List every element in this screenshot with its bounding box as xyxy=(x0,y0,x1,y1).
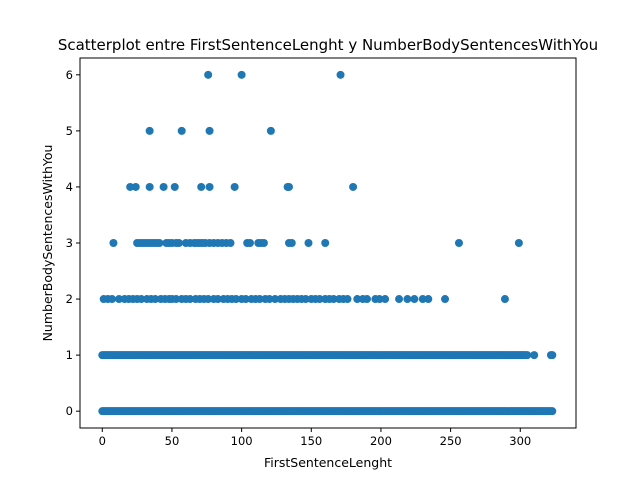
x-tick-label: 150 xyxy=(300,434,322,448)
y-tick-label: 2 xyxy=(66,292,73,306)
plot-frame xyxy=(79,57,577,429)
data-point xyxy=(454,239,463,247)
data-point xyxy=(375,295,384,304)
data-point xyxy=(174,239,183,247)
chart-title: Scatterplot entre FirstSentenceLenght y … xyxy=(58,36,598,54)
y-tick-label: 1 xyxy=(66,348,73,362)
data-point xyxy=(548,351,557,360)
data-point xyxy=(115,295,124,304)
data-point xyxy=(204,70,213,79)
data-point xyxy=(265,295,274,304)
data-point xyxy=(131,182,140,191)
data-point xyxy=(237,70,246,79)
data-point xyxy=(329,295,338,304)
data-point xyxy=(336,70,345,79)
data-point xyxy=(172,295,181,304)
data-point xyxy=(315,295,324,304)
data-point xyxy=(395,295,404,304)
data-point xyxy=(530,351,539,360)
data-point xyxy=(523,351,532,360)
data-point xyxy=(137,295,146,304)
data-points xyxy=(98,70,557,416)
data-point xyxy=(109,239,118,247)
data-point xyxy=(403,295,412,304)
data-point xyxy=(363,295,372,304)
data-point xyxy=(197,182,206,191)
data-point xyxy=(410,295,419,304)
data-point xyxy=(226,239,235,247)
data-point xyxy=(349,182,358,191)
x-tick-label: 50 xyxy=(165,434,180,448)
data-point xyxy=(205,126,214,135)
x-axis-label: FirstSentenceLenght xyxy=(264,455,392,470)
data-point xyxy=(321,239,330,247)
data-point xyxy=(213,295,222,304)
y-axis-label: NumberBodySentencesWithYou xyxy=(40,145,55,342)
data-point xyxy=(126,182,135,191)
data-point xyxy=(259,239,268,247)
axis-ticks: 0 50 100 150 200 250 300 0 1 2 3 4 5 6 xyxy=(66,68,532,448)
data-point xyxy=(241,295,250,304)
data-point xyxy=(381,295,390,304)
data-point xyxy=(255,295,264,304)
data-point xyxy=(145,182,154,191)
data-point xyxy=(186,295,195,304)
data-point xyxy=(441,295,450,304)
x-tick-label: 250 xyxy=(440,434,462,448)
data-point xyxy=(266,126,275,135)
data-point xyxy=(108,295,117,304)
y-tick-label: 6 xyxy=(66,68,73,82)
data-point xyxy=(284,182,293,191)
data-point xyxy=(159,182,168,191)
data-point xyxy=(151,295,160,304)
data-point xyxy=(155,239,164,247)
y-tick-label: 4 xyxy=(66,180,73,194)
data-point xyxy=(230,182,239,191)
y-tick-label: 0 xyxy=(66,404,73,418)
x-tick-label: 300 xyxy=(509,434,531,448)
data-point xyxy=(304,239,313,247)
data-point xyxy=(301,295,310,304)
data-point xyxy=(418,295,427,304)
data-point xyxy=(514,239,523,247)
y-tick-label: 3 xyxy=(66,236,73,250)
data-point xyxy=(232,295,241,304)
x-tick-label: 0 xyxy=(99,434,106,448)
x-tick-label: 100 xyxy=(231,434,253,448)
data-point xyxy=(145,126,154,135)
data-point xyxy=(548,407,557,416)
data-point xyxy=(424,295,433,304)
data-point xyxy=(287,239,296,247)
data-point xyxy=(245,239,254,247)
data-point xyxy=(343,295,352,304)
data-point xyxy=(170,182,179,191)
x-tick-label: 200 xyxy=(370,434,392,448)
data-point xyxy=(271,295,280,304)
data-point xyxy=(205,182,214,191)
data-point xyxy=(500,295,509,304)
y-tick-label: 5 xyxy=(66,124,73,138)
data-point xyxy=(353,295,362,304)
data-point xyxy=(204,295,213,304)
data-point xyxy=(177,126,186,135)
